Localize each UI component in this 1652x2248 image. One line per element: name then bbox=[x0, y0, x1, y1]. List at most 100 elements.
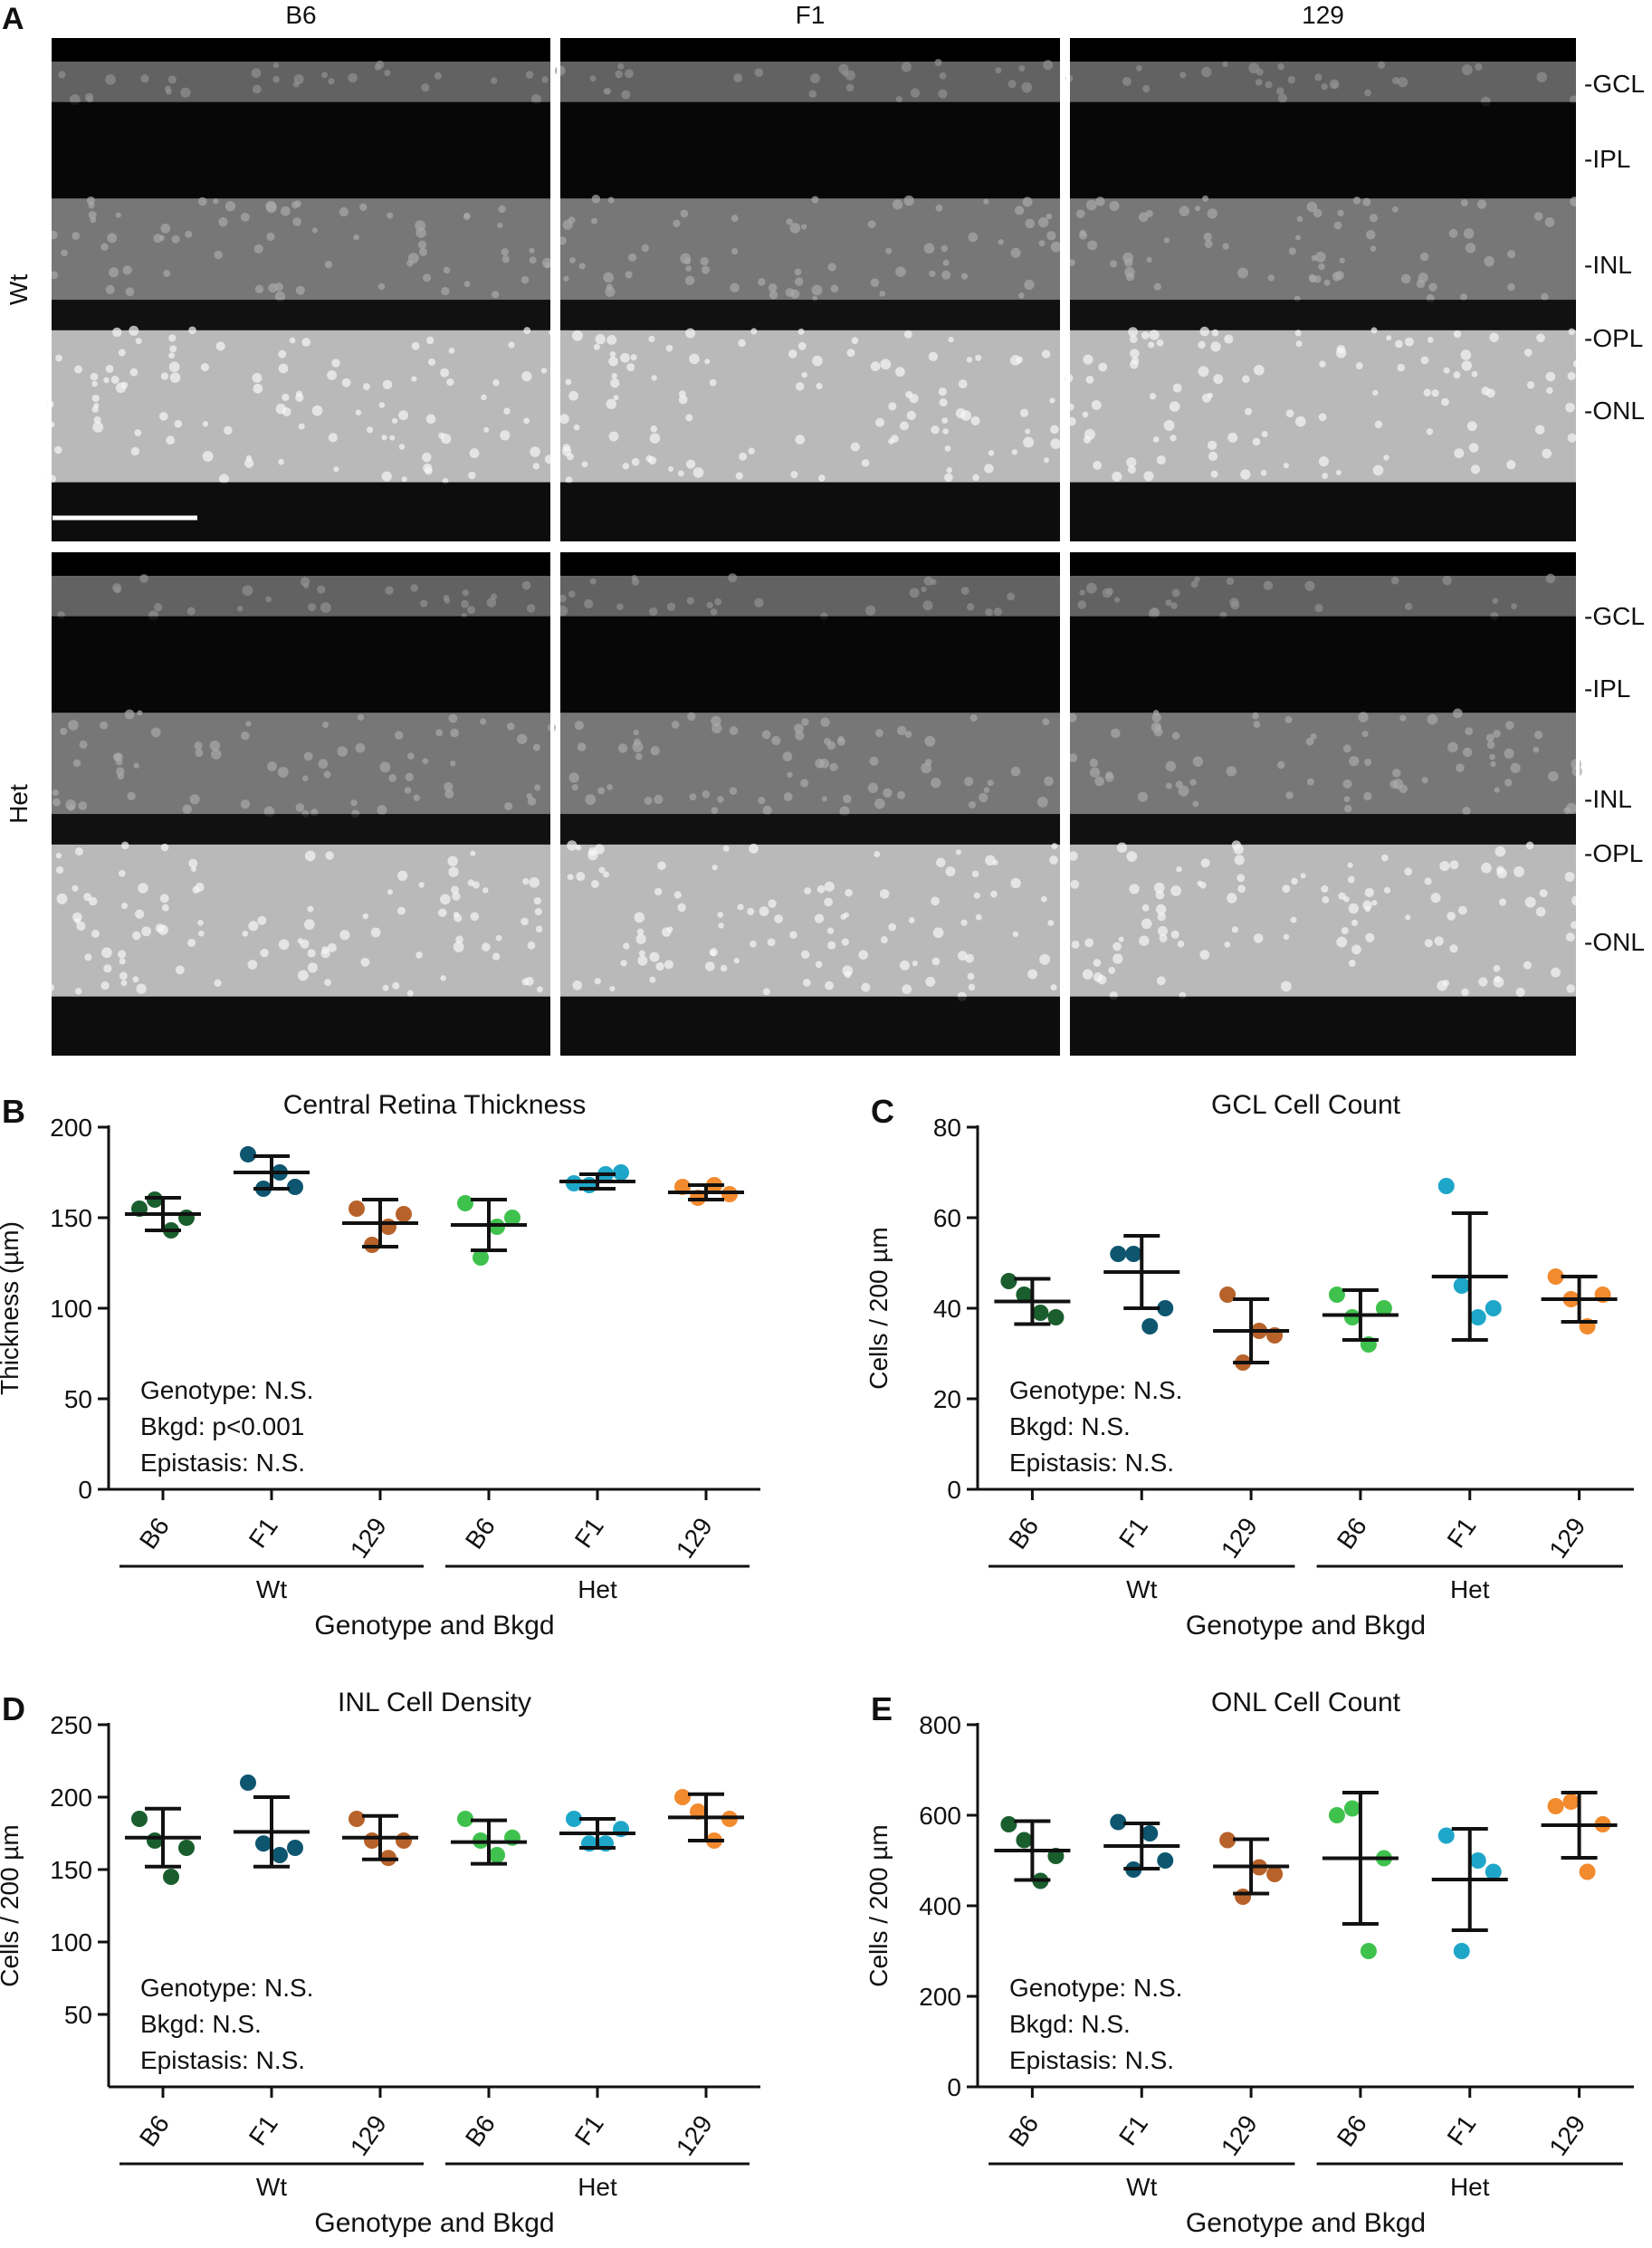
nucleus-dot bbox=[657, 861, 666, 871]
nucleus-dot bbox=[353, 234, 359, 241]
nucleus-dot bbox=[801, 718, 809, 726]
series-group bbox=[1541, 1791, 1618, 1880]
nucleus-dot bbox=[594, 978, 601, 985]
nucleus-dot bbox=[427, 358, 436, 366]
nucleus-dot bbox=[1141, 918, 1152, 930]
nucleus-dot bbox=[1151, 713, 1161, 722]
data-point bbox=[613, 1164, 629, 1181]
nucleus-dot bbox=[1022, 196, 1033, 207]
nucleus-dot bbox=[1170, 602, 1178, 609]
nucleus-dot bbox=[311, 227, 318, 234]
nucleus-dot bbox=[397, 870, 408, 881]
nucleus-dot bbox=[214, 979, 222, 987]
nucleus-dot bbox=[1163, 237, 1170, 244]
nucleus-dot bbox=[942, 259, 950, 266]
nucleus-dot bbox=[90, 372, 99, 381]
nucleus-dot bbox=[1152, 436, 1160, 443]
nucleus-dot bbox=[729, 787, 738, 795]
retina-layer-band bbox=[559, 101, 1062, 199]
nucleus-dot bbox=[687, 712, 696, 722]
nucleus-dot bbox=[795, 382, 805, 391]
nucleus-dot bbox=[666, 602, 676, 611]
nucleus-dot bbox=[1224, 941, 1231, 948]
nucleus-dot bbox=[558, 236, 567, 245]
nucleus-dot bbox=[1070, 879, 1080, 889]
nucleus-dot bbox=[573, 424, 580, 431]
nucleus-dot bbox=[1545, 573, 1556, 584]
nucleus-dot bbox=[668, 465, 674, 472]
nucleus-dot bbox=[836, 737, 845, 746]
nucleus-dot bbox=[1304, 580, 1315, 591]
nucleus-dot bbox=[567, 874, 574, 881]
nucleus-dot bbox=[360, 957, 370, 967]
nucleus-dot bbox=[1563, 807, 1571, 815]
nucleus-dot bbox=[1050, 438, 1061, 449]
nucleus-dot bbox=[1470, 464, 1481, 474]
nucleus-dot bbox=[1416, 279, 1426, 289]
nucleus-dot bbox=[498, 205, 506, 214]
nucleus-dot bbox=[1296, 215, 1303, 223]
nucleus-dot bbox=[1339, 257, 1345, 263]
nucleus-dot bbox=[240, 212, 250, 222]
data-point bbox=[1547, 1268, 1564, 1285]
nucleus-dot bbox=[1311, 254, 1318, 262]
nucleus-dot bbox=[1210, 341, 1221, 352]
nucleus-dot bbox=[131, 931, 141, 941]
series-group bbox=[1103, 1813, 1180, 1878]
nucleus-dot bbox=[1044, 776, 1054, 787]
chart-panel-d: D INL Cell Density 50 100 150 200 250 Cells / 2… bbox=[0, 1688, 760, 2238]
nucleus-dot bbox=[761, 730, 771, 740]
nucleus-dot bbox=[52, 789, 59, 797]
nucleus-dot bbox=[785, 288, 795, 298]
x-tick-label: F1 bbox=[244, 2110, 283, 2151]
chart-title: Central Retina Thickness bbox=[283, 1090, 587, 1120]
nucleus-dot bbox=[1314, 73, 1323, 81]
x-tick-label: B6 bbox=[134, 2110, 175, 2152]
nucleus-dot bbox=[758, 278, 766, 286]
nucleus-dot bbox=[610, 378, 620, 388]
nucleus-dot bbox=[1390, 576, 1399, 585]
nucleus-dot bbox=[322, 722, 329, 729]
nucleus-dot bbox=[901, 62, 912, 72]
x-tick-label: F1 bbox=[1113, 1513, 1153, 1554]
data-point bbox=[396, 1832, 412, 1849]
nucleus-dot bbox=[166, 435, 176, 445]
nucleus-dot bbox=[398, 444, 406, 450]
x-tick-label: F1 bbox=[244, 1513, 283, 1554]
nucleus-dot bbox=[1343, 895, 1350, 903]
nucleus-dot bbox=[167, 75, 177, 84]
nucleus-dot bbox=[604, 87, 612, 95]
nucleus-dot bbox=[603, 272, 614, 283]
nucleus-dot bbox=[1253, 721, 1261, 728]
nucleus-dot bbox=[845, 83, 855, 92]
nucleus-dot bbox=[964, 777, 974, 787]
stats-line: Genotype: N.S. bbox=[1009, 1376, 1182, 1404]
nucleus-dot bbox=[957, 951, 968, 961]
nucleus-dot bbox=[527, 797, 537, 806]
nucleus-dot bbox=[1313, 208, 1323, 218]
nucleus-dot bbox=[620, 960, 627, 967]
nucleus-dot bbox=[185, 230, 193, 238]
nucleus-dot bbox=[1294, 416, 1306, 427]
nucleus-dot bbox=[138, 883, 148, 894]
nucleus-dot bbox=[1085, 376, 1094, 384]
nucleus-dot bbox=[1364, 905, 1371, 913]
nucleus-dot bbox=[812, 355, 823, 367]
nucleus-dot bbox=[481, 942, 491, 952]
nucleus-dot bbox=[1131, 357, 1140, 365]
nucleus-dot bbox=[1475, 62, 1483, 71]
nucleus-dot bbox=[931, 426, 940, 435]
nucleus-dot bbox=[1203, 232, 1212, 242]
nucleus-dot bbox=[821, 796, 827, 802]
nucleus-dot bbox=[800, 779, 809, 788]
nucleus-dot bbox=[1222, 243, 1229, 250]
data-point bbox=[240, 1146, 256, 1162]
retina-layer-band bbox=[50, 616, 552, 713]
x-tick-label: F1 bbox=[1113, 2110, 1153, 2151]
nucleus-dot bbox=[942, 428, 949, 435]
nucleus-dot bbox=[278, 363, 289, 374]
nucleus-dot bbox=[1165, 782, 1172, 789]
nucleus-dot bbox=[75, 988, 82, 995]
y-tick-label: 200 bbox=[919, 1983, 961, 2011]
nucleus-dot bbox=[1102, 588, 1112, 598]
